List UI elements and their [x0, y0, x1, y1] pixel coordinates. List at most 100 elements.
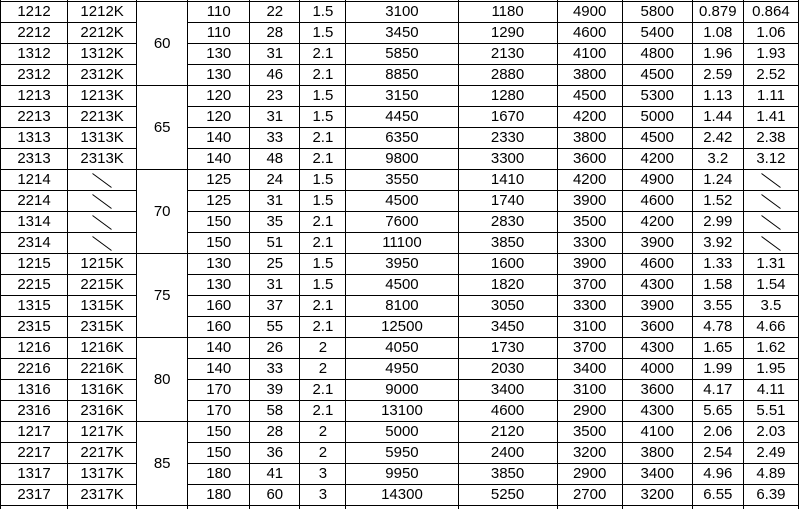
cell-static-load-rating: 1730 — [457, 337, 558, 359]
cell-chamfer: 2.1 — [299, 148, 347, 170]
cell-outer-diameter: 150 — [187, 442, 251, 464]
cell-static-load-rating: 1290 — [457, 22, 558, 44]
diagonal-slash-icon — [761, 235, 781, 251]
cell-bearing-number: 1216 — [0, 337, 69, 359]
cell-chamfer: 1.5 — [299, 1, 347, 23]
cropped-cell — [691, 505, 744, 509]
cell-limit-speed-oil: 5400 — [621, 22, 693, 44]
cell-limit-speed-oil: 4300 — [621, 274, 693, 296]
cell-width: 35 — [249, 211, 301, 233]
cell-static-load-rating: 1280 — [457, 85, 558, 107]
cell-outer-diameter: 130 — [187, 253, 251, 275]
cell-bearing-number-k: 1215K — [67, 253, 138, 275]
cropped-cell — [249, 505, 301, 509]
cell-limit-speed-grease: 3300 — [556, 295, 623, 317]
cell-bearing-number-k — [67, 190, 138, 212]
cell-chamfer: 2.1 — [299, 232, 347, 254]
cell-bearing-number: 1214 — [0, 169, 69, 191]
cell-bearing-number-k: 1317K — [67, 463, 138, 485]
cell-mass: 1.52 — [691, 190, 744, 212]
cell-static-load-rating: 5250 — [457, 484, 558, 506]
cropped-cell — [136, 505, 189, 509]
cell-limit-speed-oil: 4600 — [621, 253, 693, 275]
cell-mass-k: 1.62 — [742, 337, 799, 359]
cell-outer-diameter: 125 — [187, 190, 251, 212]
table-row: 2314 150 51 2.1 11100 3850 3300 3900 3.92 — [0, 232, 799, 254]
cell-mass: 2.54 — [691, 442, 744, 464]
cell-limit-speed-grease: 3300 — [556, 232, 623, 254]
cell-mass: 2.99 — [691, 211, 744, 233]
cell-dynamic-load-rating: 3100 — [345, 1, 459, 23]
cell-bearing-number: 1313 — [0, 127, 69, 149]
cell-static-load-rating: 2330 — [457, 127, 558, 149]
cell-static-load-rating: 2880 — [457, 64, 558, 86]
cell-bearing-number-k: 2217K — [67, 442, 138, 464]
cell-bearing-number-k: 1315K — [67, 295, 138, 317]
cell-dynamic-load-rating: 6350 — [345, 127, 459, 149]
cell-outer-diameter: 130 — [187, 274, 251, 296]
cell-width: 28 — [249, 22, 301, 44]
cell-static-load-rating: 3400 — [457, 379, 558, 401]
cell-static-load-rating: 1180 — [457, 1, 558, 23]
cell-static-load-rating: 3850 — [457, 232, 558, 254]
table-row: 1313 1313K 140 33 2.1 6350 2330 3800 4500 2.42 2.3… — [0, 127, 799, 149]
cell-bearing-number: 1314 — [0, 211, 69, 233]
cell-mass-k: 1.54 — [742, 274, 799, 296]
cell-mass: 4.17 — [691, 379, 744, 401]
cell-chamfer: 2.1 — [299, 295, 347, 317]
cell-bore-diameter: 80 — [136, 337, 189, 422]
cell-limit-speed-grease: 3200 — [556, 442, 623, 464]
cell-dynamic-load-rating: 4450 — [345, 106, 459, 128]
cell-mass-k: 1.11 — [742, 85, 799, 107]
cell-dynamic-load-rating: 4500 — [345, 190, 459, 212]
cell-mass-k: 3.5 — [742, 295, 799, 317]
cell-bearing-number-k: 1213K — [67, 85, 138, 107]
cell-bore-diameter: 65 — [136, 85, 189, 170]
cell-width: 31 — [249, 106, 301, 128]
table-row: 2315 2315K 160 55 2.1 12500 3450 3100 3600 4.78 4.… — [0, 316, 799, 338]
cropped-cell — [0, 505, 69, 509]
cell-width: 33 — [249, 358, 301, 380]
cell-limit-speed-grease: 3800 — [556, 127, 623, 149]
table-row: 1217 1217K 85 150 28 2 5000 2120 3500 4100 2.06 2.0… — [0, 421, 799, 506]
cell-mass: 2.06 — [691, 421, 744, 443]
cell-chamfer: 2.1 — [299, 127, 347, 149]
cell-limit-speed-grease: 4100 — [556, 43, 623, 65]
cropped-cell — [457, 505, 558, 509]
cell-chamfer: 3 — [299, 463, 347, 485]
cell-limit-speed-grease: 2900 — [556, 463, 623, 485]
cell-outer-diameter: 160 — [187, 316, 251, 338]
cell-limit-speed-grease: 3800 — [556, 64, 623, 86]
cell-width: 25 — [249, 253, 301, 275]
cell-limit-speed-grease: 3500 — [556, 421, 623, 443]
cell-static-load-rating: 1410 — [457, 169, 558, 191]
cell-bearing-number-k: 2315K — [67, 316, 138, 338]
cell-bearing-number-k: 2317K — [67, 484, 138, 506]
cell-dynamic-load-rating: 3550 — [345, 169, 459, 191]
cell-width: 39 — [249, 379, 301, 401]
cell-dynamic-load-rating: 9950 — [345, 463, 459, 485]
table-row: 2316 2316K 170 58 2.1 13100 4600 2900 4300 5.65 5.… — [0, 400, 799, 422]
cell-bearing-number-k: 1216K — [67, 337, 138, 359]
cropped-row-bottom — [0, 505, 799, 509]
cell-outer-diameter: 140 — [187, 127, 251, 149]
cell-chamfer: 2 — [299, 421, 347, 443]
cell-bearing-number-k: 2212K — [67, 22, 138, 44]
cell-bearing-number: 2213 — [0, 106, 69, 128]
table-row: 1314 150 35 2.1 7600 2830 3500 4200 2.99 — [0, 211, 799, 233]
diagonal-slash-icon — [92, 235, 112, 251]
cell-limit-speed-oil: 3600 — [621, 379, 693, 401]
cell-mass: 3.2 — [691, 148, 744, 170]
cell-bearing-number: 2317 — [0, 484, 69, 506]
cell-limit-speed-oil: 4200 — [621, 211, 693, 233]
table-row: 1215 1215K 75 130 25 1.5 3950 1600 3900 4600 1.33 1… — [0, 253, 799, 338]
cell-outer-diameter: 160 — [187, 295, 251, 317]
cell-bearing-number: 2313 — [0, 148, 69, 170]
diagonal-slash-icon — [92, 172, 112, 188]
cell-width: 55 — [249, 316, 301, 338]
diagonal-slash-icon — [761, 214, 781, 230]
table-row: 1315 1315K 160 37 2.1 8100 3050 3300 3900 3.55 3.5 — [0, 295, 799, 317]
cell-dynamic-load-rating: 9800 — [345, 148, 459, 170]
cell-chamfer: 1.5 — [299, 85, 347, 107]
cell-outer-diameter: 140 — [187, 148, 251, 170]
